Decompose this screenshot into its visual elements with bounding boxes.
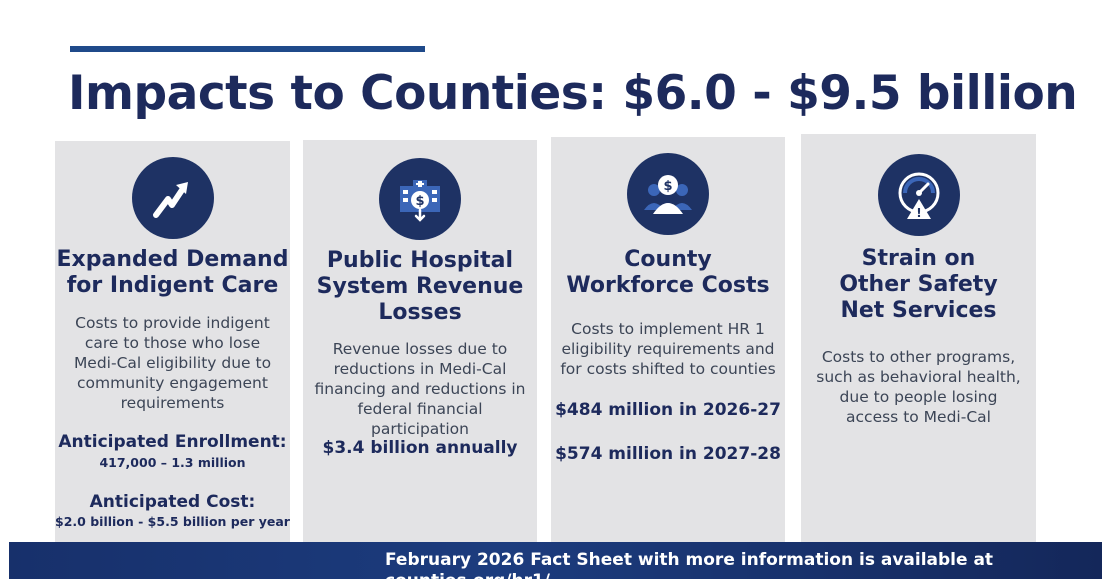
card-heading-line: System Revenue: [316, 274, 524, 299]
svg-text:$: $: [415, 194, 424, 209]
card-description-line: federal financial participation: [357, 400, 483, 438]
enrollment-value: 417,000 – 1.3 million: [99, 455, 246, 470]
card-heading-line: Other Safety: [839, 272, 998, 297]
card-heading-line: for Indigent Care: [66, 273, 279, 298]
card-heading: Expanded Demand for Indigent Care: [55, 247, 290, 299]
card-description: Costs to other programs, such as behavio…: [805, 347, 1032, 427]
card-heading-line: Workforce Costs: [566, 273, 770, 298]
card-description-line: Revenue losses due to: [332, 340, 508, 358]
card-heading: Public Hospital System Revenue Losses: [303, 248, 537, 326]
card-heading-line: Expanded Demand: [56, 247, 289, 272]
card-description-line: requirements: [120, 394, 225, 412]
card-heading-line: County: [624, 247, 712, 272]
svg-text:!: !: [916, 206, 921, 220]
card-heading-line: Strain on: [861, 246, 976, 271]
card-heading-line: Losses: [378, 300, 462, 325]
card-description-line: Costs to other programs,: [821, 348, 1016, 366]
cost-label: Anticipated Cost:: [89, 492, 256, 512]
card-county-workforce: $ County Workforce Costs Costs to implem…: [551, 137, 785, 542]
card-safety-net: ! Strain on Other Safety Net Services Co…: [801, 134, 1036, 542]
card-heading-line: Net Services: [840, 298, 997, 323]
card-description-line: access to Medi-Cal: [846, 408, 991, 426]
card-public-hospital: $ Public Hospital System Revenue Losses …: [303, 140, 537, 542]
card-description-line: such as behavioral health,: [816, 368, 1021, 386]
card-description-line: due to people losing: [839, 388, 998, 406]
card-description-line: care to those who lose: [84, 334, 261, 352]
trending-up-arrow-icon: [131, 157, 214, 239]
card-heading: Strain on Other Safety Net Services: [801, 246, 1036, 324]
card-description-line: financing and reductions in: [314, 380, 526, 398]
enrollment-label: Anticipated Enrollment:: [58, 432, 287, 452]
card-description: Revenue losses due to reductions in Medi…: [307, 339, 533, 439]
card-description-line: for costs shifted to counties: [560, 360, 776, 378]
cost-value: $2.0 billion - $5.5 billion per year: [55, 514, 290, 529]
revenue-loss-amount: $3.4 billion annually: [322, 438, 518, 458]
card-description: Costs to provide indigent care to those …: [59, 313, 286, 413]
card-heading: County Workforce Costs: [551, 247, 785, 299]
card-heading-line: Public Hospital: [326, 248, 514, 273]
title-accent-rule: [70, 46, 425, 52]
footer-fact-sheet-link[interactable]: counties.org/hr1/: [385, 571, 550, 579]
card-description-line: Costs to provide indigent: [75, 314, 270, 332]
card-description-line: community engagement: [77, 374, 268, 392]
card-description-line: Medi-Cal eligibility due to: [73, 354, 272, 372]
card-description-line: reductions in Medi-Cal: [333, 360, 507, 378]
card-description-line: Costs to implement HR 1: [571, 320, 765, 338]
card-description: Costs to implement HR 1 eligibility requ…: [555, 319, 781, 379]
hospital-dollar-icon: $: [379, 158, 461, 240]
gauge-warning-icon: !: [877, 154, 960, 236]
workforce-cost-amount: $574 million in 2027-28: [555, 444, 781, 464]
footer-banner: February 2026 Fact Sheet with more infor…: [9, 542, 1102, 579]
page-title: Impacts to Counties: $6.0 - $9.5 billion: [68, 66, 1078, 121]
footer-fact-sheet-text: February 2026 Fact Sheet with more infor…: [385, 550, 994, 570]
card-description-line: eligibility requirements and: [561, 340, 775, 358]
card-expanded-demand: Expanded Demand for Indigent Care Costs …: [55, 141, 290, 542]
workforce-cost-amount: $484 million in 2026-27: [555, 400, 781, 420]
worker-dollar-icon: $: [627, 153, 709, 235]
svg-text:$: $: [663, 179, 672, 194]
